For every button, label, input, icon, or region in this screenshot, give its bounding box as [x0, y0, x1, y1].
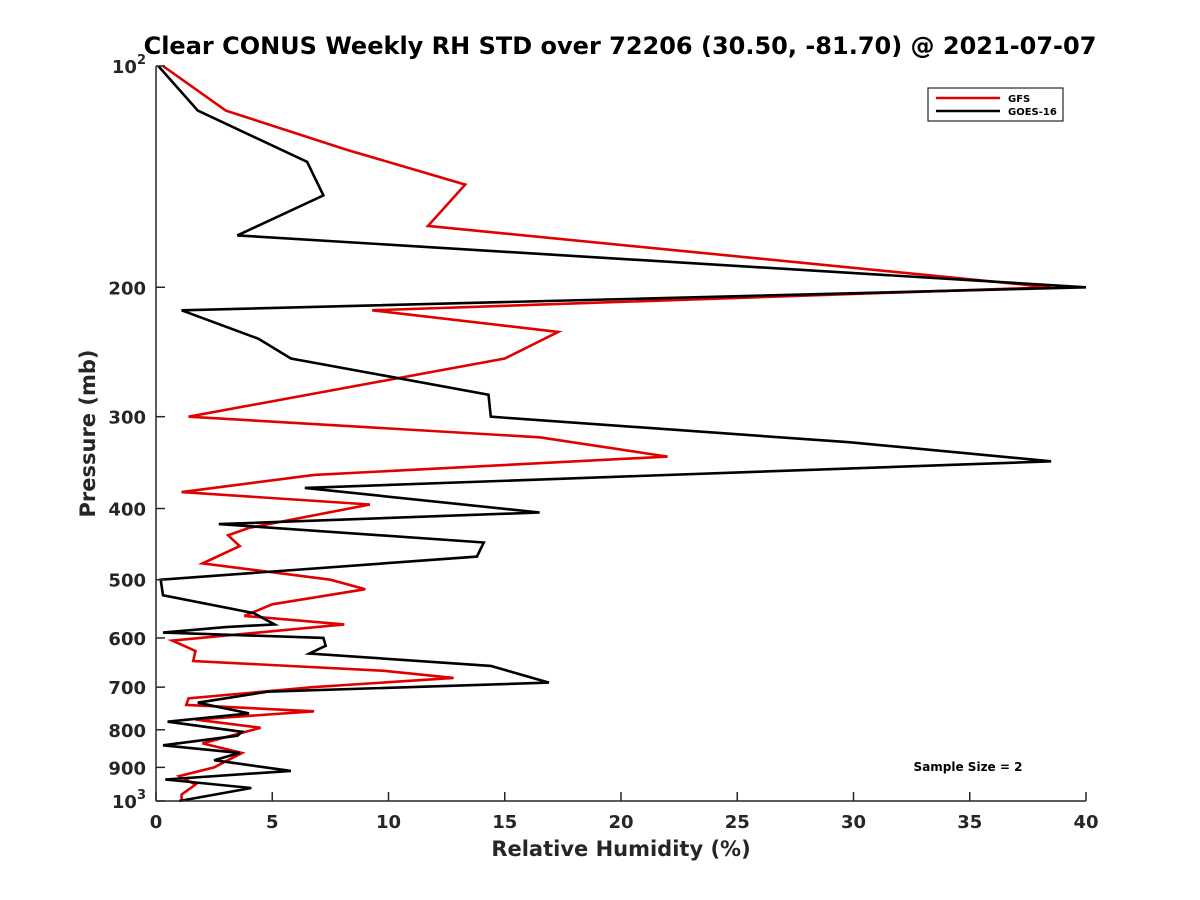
sample-size-annotation: Sample Size = 2	[914, 760, 1023, 774]
x-tick-label: 40	[1073, 812, 1098, 833]
plot-frame	[156, 66, 1086, 801]
legend-label-gfs: GFS	[1008, 94, 1030, 105]
series-line-goes-16	[157, 65, 1087, 803]
x-tick-label: 30	[841, 812, 866, 833]
y-tick-label: 700	[108, 678, 146, 699]
y-tick-label: 103	[112, 788, 146, 813]
y-tick-label: 900	[108, 758, 146, 779]
y-tick-label: 500	[108, 571, 146, 592]
x-axis-label: Relative Humidity (%)	[491, 837, 750, 861]
x-tick-label: 10	[376, 812, 401, 833]
y-axis-label: Pressure (mb)	[76, 350, 100, 518]
series-layer	[157, 64, 1087, 803]
plot-area: 0 5 10 15 20 25 30 35 40 102 200 300 400 500 600 700 80…	[108, 53, 1098, 833]
legend-box	[927, 87, 1064, 122]
x-tick-label: 5	[266, 812, 279, 833]
x-tick-label: 15	[492, 812, 517, 833]
x-tick-label: 25	[725, 812, 750, 833]
y-ticks: 102 200 300 400 500 600 700 800 900 103	[108, 53, 165, 813]
legend-label-goes-16: GOES-16	[1008, 107, 1057, 118]
chart-title: Clear CONUS Weekly RH STD over 72206 (30…	[144, 32, 1097, 60]
legend: GFS GOES-16	[927, 87, 1064, 122]
y-tick-label: 400	[108, 500, 146, 521]
y-tick-label: 200	[108, 278, 146, 299]
x-tick-label: 20	[608, 812, 633, 833]
y-tick-label: 102	[112, 53, 146, 78]
x-tick-label: 0	[150, 812, 163, 833]
y-tick-label: 300	[108, 408, 146, 429]
x-ticks: 0 5 10 15 20 25 30 35 40	[150, 792, 1099, 833]
x-tick-label: 35	[957, 812, 982, 833]
y-tick-label: 600	[108, 629, 146, 650]
y-tick-label: 800	[108, 721, 146, 742]
series-line-gfs	[162, 64, 1052, 801]
